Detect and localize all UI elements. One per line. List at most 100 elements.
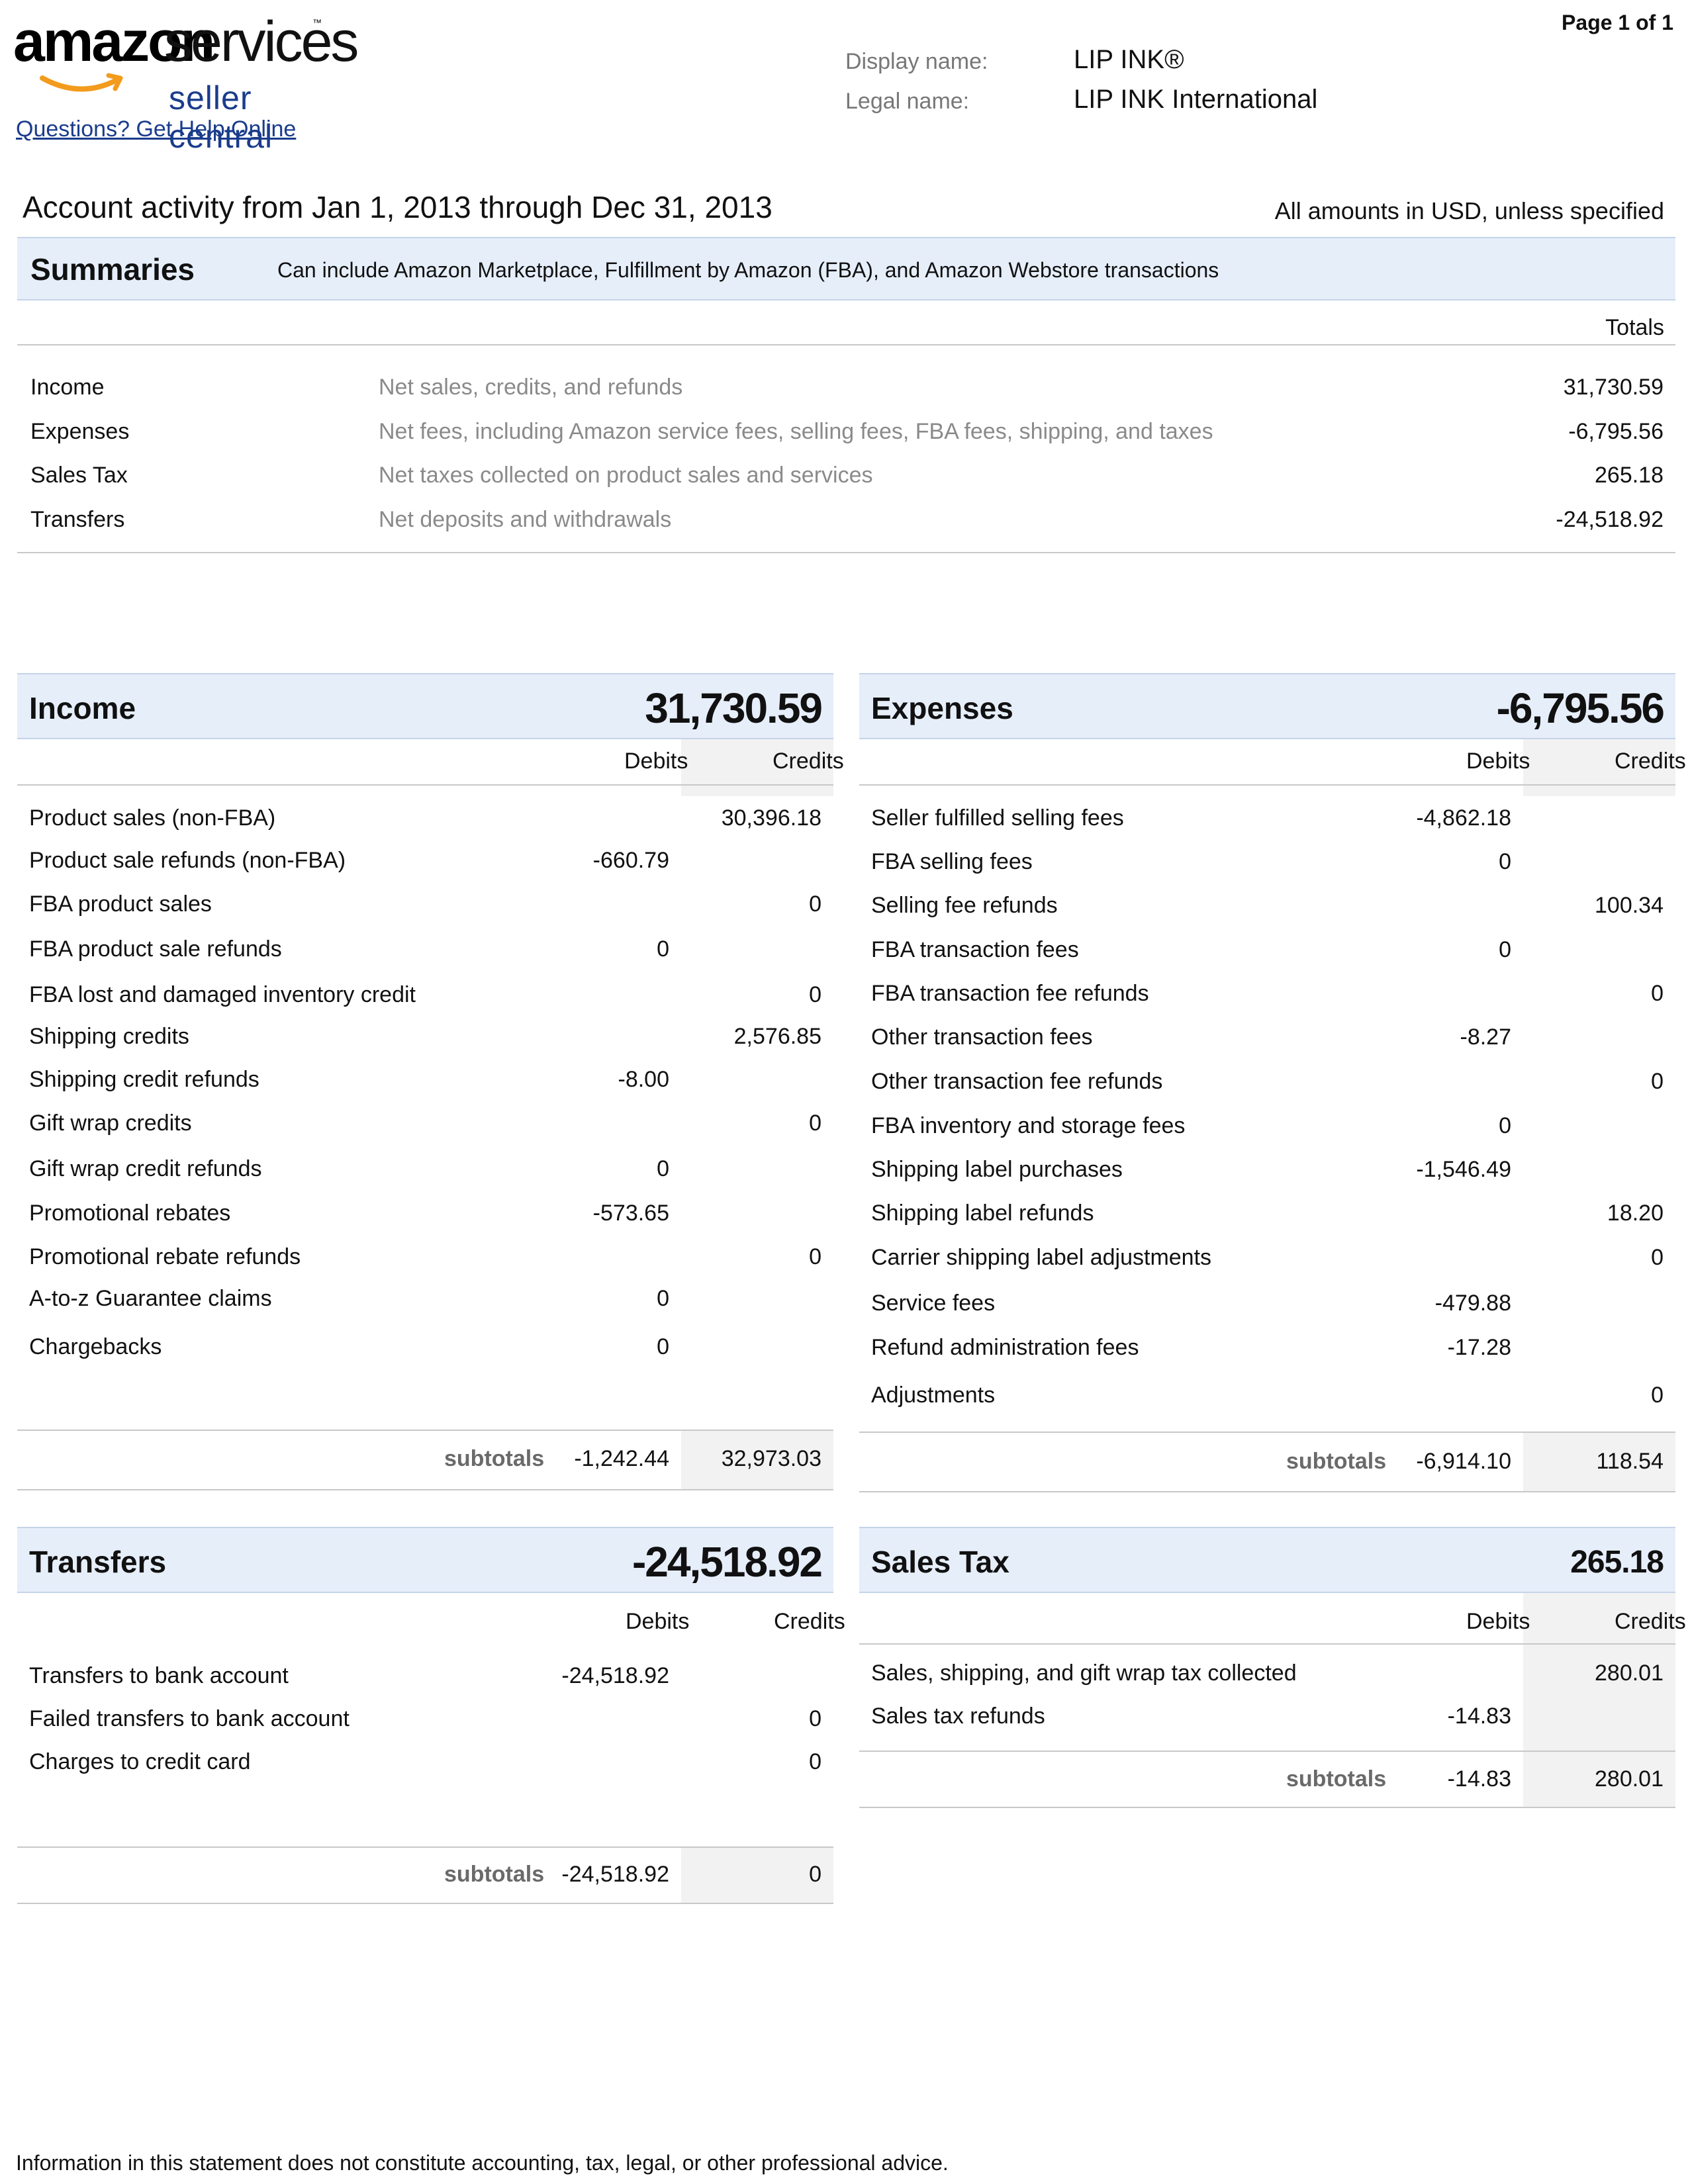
row-debit: 0 (657, 936, 669, 962)
expenses-title: Expenses (871, 691, 1013, 725)
row-credit: 0 (809, 1111, 821, 1136)
income-header: Income 31,730.59 (17, 673, 833, 739)
logo-word-services: services (164, 10, 359, 73)
transfers-header: Transfers -24,518.92 (17, 1527, 833, 1593)
income-title: Income (29, 691, 136, 725)
credits-column-header: Credits (1615, 749, 1686, 774)
subtotal-credits: 0 (809, 1862, 821, 1887)
page-number: Page 1 of 1 (1562, 11, 1673, 34)
row-debit: -1,546.49 (1416, 1157, 1511, 1182)
logo-seller-central: seller central (169, 79, 273, 155)
row-label: Other transaction fees (871, 1024, 1093, 1050)
summary-value: 31,730.59 (1563, 375, 1664, 400)
table-row: Failed transfers to bank account 0 (17, 1706, 833, 1737)
table-row: Sales tax refunds -14.83 (859, 1704, 1675, 1734)
row-debit: -660.79 (592, 848, 669, 873)
row-label: Promotional rebates (29, 1201, 231, 1226)
debits-column-header: Debits (1466, 1609, 1530, 1634)
table-row: FBA transaction fee refunds 0 (859, 981, 1675, 1011)
activity-period: Account activity from Jan 1, 2013 throug… (23, 190, 773, 224)
row-label: Shipping label refunds (871, 1201, 1094, 1226)
table-row: A-to-z Guarantee claims 0 (17, 1286, 833, 1316)
subtotal-debits: -24,518.92 (561, 1862, 669, 1887)
row-label: FBA transaction fees (871, 937, 1079, 962)
summary-value: -24,518.92 (1556, 507, 1664, 532)
table-row: Shipping label refunds 18.20 (859, 1201, 1675, 1231)
logo-word-amazon: amazon (13, 10, 215, 73)
row-debit: -14.83 (1447, 1704, 1511, 1729)
expenses-panel: Expenses -6,795.56 Debits Credits Seller… (859, 673, 1686, 1492)
row-credit: 0 (1651, 981, 1664, 1006)
subtotals-label: subtotals (444, 1862, 545, 1887)
table-row: Refund administration fees -17.28 (859, 1335, 1675, 1365)
row-debit: 0 (657, 1334, 669, 1359)
divider (17, 344, 1675, 345)
row-credit: 0 (809, 1244, 821, 1269)
display-name-label: Display name: (845, 49, 988, 74)
row-label: Chargebacks (29, 1334, 162, 1359)
row-label: Adjustments (871, 1383, 996, 1408)
row-credit: 0 (809, 891, 821, 917)
divider (17, 1903, 833, 1904)
divider (859, 784, 1675, 786)
divider (17, 1489, 833, 1490)
table-row: Carrier shipping label adjustments 0 (859, 1245, 1675, 1275)
summaries-description: Can include Amazon Marketplace, Fulfillm… (277, 258, 1219, 282)
row-label: Product sales (non-FBA) (29, 805, 276, 831)
row-debit: 0 (1499, 1113, 1511, 1138)
row-credit: 100.34 (1595, 893, 1664, 918)
income-panel: Income 31,730.59 Debits Credits Product … (17, 673, 844, 1490)
table-row: FBA transaction fees 0 (859, 937, 1675, 968)
summary-label: Income (30, 375, 105, 400)
row-label: Service fees (871, 1291, 996, 1316)
table-row: Sales, shipping, and gift wrap tax colle… (859, 1661, 1675, 1691)
summary-description: Net fees, including Amazon service fees,… (379, 419, 1213, 444)
row-debit: -4,862.18 (1416, 805, 1511, 831)
summary-row-income: Income Net sales, credits, and refunds 3… (17, 375, 1675, 408)
row-label: FBA transaction fee refunds (871, 981, 1149, 1006)
summary-value: -6,795.56 (1568, 419, 1664, 444)
row-label: Charges to credit card (29, 1749, 251, 1774)
row-credit: 0 (1651, 1245, 1664, 1270)
row-credit: 2,576.85 (733, 1024, 821, 1049)
row-label: FBA inventory and storage fees (871, 1113, 1186, 1138)
expenses-total: -6,795.56 (1496, 684, 1665, 732)
table-row: Service fees -479.88 (859, 1291, 1675, 1321)
row-label: FBA lost and damaged inventory credit (29, 982, 416, 1007)
summary-row-transfers: Transfers Net deposits and withdrawals -… (17, 507, 1675, 540)
table-row: Promotional rebates -573.65 (17, 1201, 833, 1231)
table-row: Shipping label purchases -1,546.49 (859, 1157, 1675, 1187)
row-debit: 0 (657, 1156, 669, 1181)
table-row: Gift wrap credits 0 (17, 1111, 833, 1141)
row-label: Shipping label purchases (871, 1157, 1123, 1182)
row-label: FBA product sale refunds (29, 936, 282, 962)
table-row: Product sales (non-FBA) 30,396.18 (17, 805, 833, 836)
subtotals-label: subtotals (444, 1446, 545, 1471)
row-label: Gift wrap credit refunds (29, 1156, 262, 1181)
subtotal-credits: 118.54 (1596, 1449, 1664, 1474)
row-label: Shipping credit refunds (29, 1067, 259, 1092)
row-label: Gift wrap credits (29, 1111, 192, 1136)
debits-column-header: Debits (1466, 749, 1530, 774)
row-credit: 280.01 (1595, 1661, 1664, 1686)
row-debit: -17.28 (1447, 1335, 1511, 1360)
summary-description: Net sales, credits, and refunds (379, 375, 683, 400)
table-row: FBA inventory and storage fees 0 (859, 1113, 1675, 1144)
row-debit: -24,518.92 (561, 1663, 669, 1688)
currency-note: All amounts in USD, unless specified (1274, 197, 1664, 224)
table-row: Shipping credits 2,576.85 (17, 1024, 833, 1054)
row-credit: 18.20 (1607, 1201, 1664, 1226)
row-debit: -8.27 (1460, 1024, 1512, 1050)
trademark-mark: ™ (312, 17, 322, 28)
summaries-title: Summaries (30, 252, 195, 287)
summary-label: Transfers (30, 507, 125, 532)
summary-label: Expenses (30, 419, 130, 444)
row-credit: 0 (1651, 1383, 1664, 1408)
table-row: FBA product sale refunds 0 (17, 936, 833, 967)
legal-name-value: LIP INK International (1074, 85, 1318, 114)
row-label: Other transaction fee refunds (871, 1069, 1163, 1094)
help-online-link[interactable]: Questions? Get Help Online (16, 116, 297, 142)
row-debit: -8.00 (618, 1067, 670, 1092)
credits-column-header: Credits (774, 1609, 845, 1634)
table-row: FBA product sales 0 (17, 891, 833, 922)
